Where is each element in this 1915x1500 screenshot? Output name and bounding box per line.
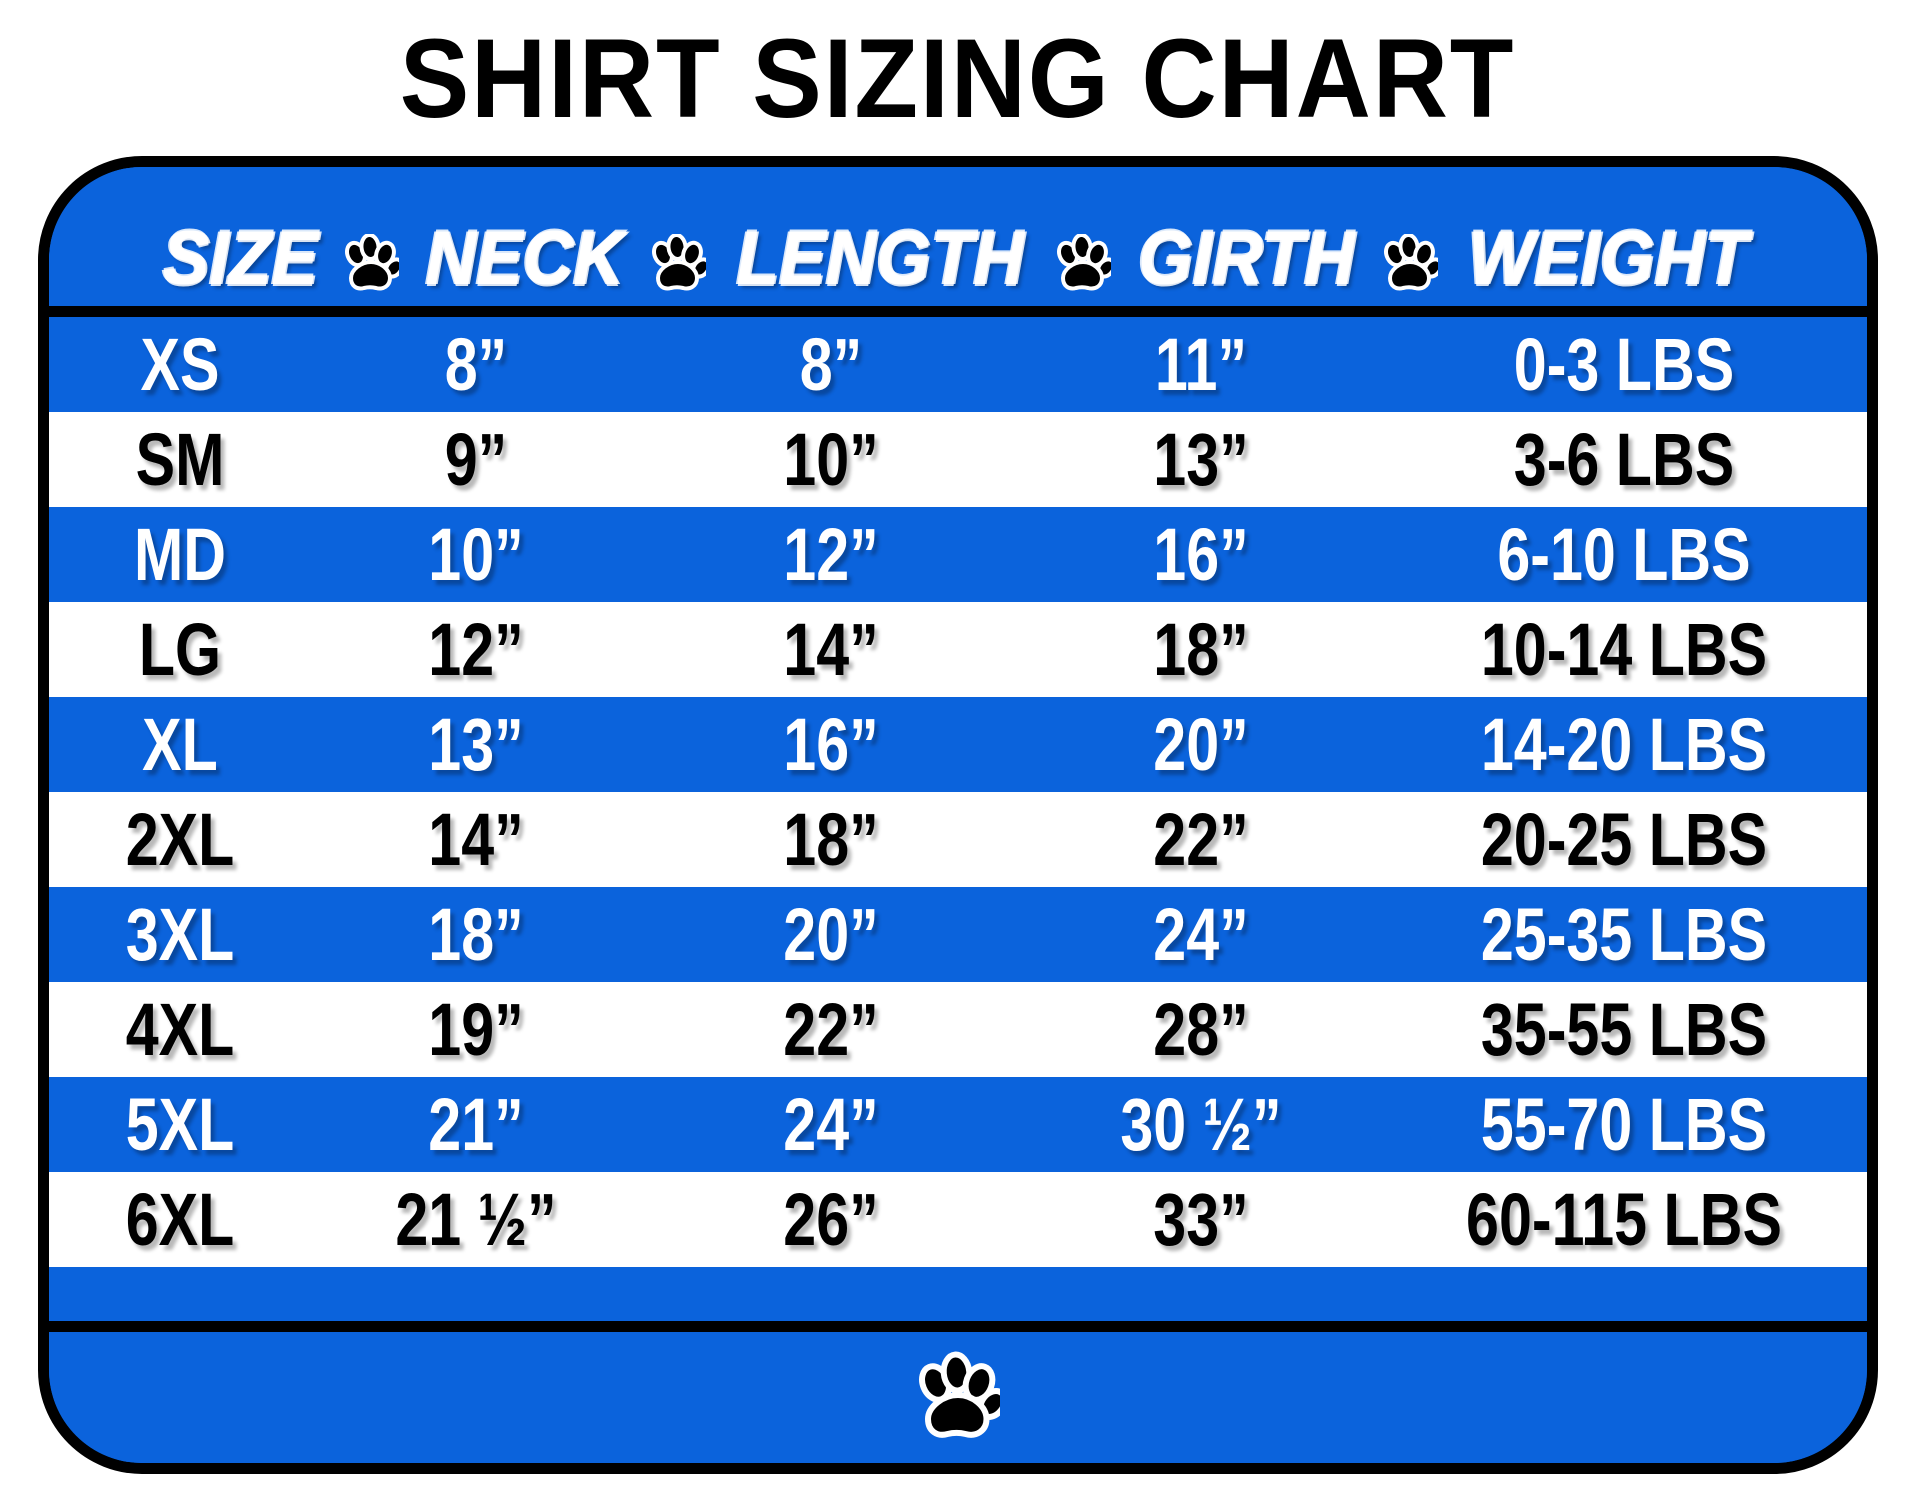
page-title: SHIRT SIZING CHART [399,16,1516,141]
cell-girth: 24” [1153,892,1249,976]
cell-length: 16” [783,702,879,786]
column-header-girth: GIRTH [1138,216,1355,301]
table-row: 6XL 21 ½” 26” 33” 60-115 LBS [49,1172,1867,1267]
table-row: 5XL 21” 24” 30 ½” 55-70 LBS [49,1077,1867,1172]
table-row: 2XL 14” 18” 22” 20-25 LBS [49,792,1867,887]
cell-size: 4XL [125,987,235,1071]
cell-length: 8” [799,322,863,406]
cell-weight: 0-3 LBS [1513,322,1735,406]
cell-weight: 3-6 LBS [1513,417,1735,501]
table-row: XL 13” 16” 20” 14-20 LBS [49,697,1867,792]
cell-size: XL [142,702,218,786]
cell-weight: 6-10 LBS [1497,512,1751,596]
cell-weight: 20-25 LBS [1480,797,1768,881]
cell-length: 22” [783,987,879,1071]
column-header-size: SIZE [162,216,319,301]
cell-girth: 30 ½” [1120,1082,1282,1166]
cell-weight: 14-20 LBS [1480,702,1768,786]
table-row: SM 9” 10” 13” 3-6 LBS [49,412,1867,507]
cell-neck: 13” [428,702,524,786]
table-row: LG 12” 14” 18” 10-14 LBS [49,602,1867,697]
paw-print-icon [1056,234,1111,291]
cell-girth: 13” [1153,417,1249,501]
column-header-weight: WEIGHT [1468,216,1748,301]
cell-neck: 8” [444,322,508,406]
table-row: 3XL 18” 20” 24” 25-35 LBS [49,887,1867,982]
cell-length: 26” [783,1177,879,1261]
column-header-length: LENGTH [736,216,1025,301]
cell-length: 20” [783,892,879,976]
cell-size: 2XL [125,797,235,881]
table-header-row: SIZE NECK LENGTH [49,167,1867,317]
cell-size: LG [138,607,222,691]
cell-size: 5XL [125,1082,235,1166]
cell-weight: 25-35 LBS [1480,892,1768,976]
table-row: MD 10” 12” 16” 6-10 LBS [49,507,1867,602]
cell-length: 24” [783,1082,879,1166]
cell-length: 12” [783,512,879,596]
sizing-chart-table: SIZE NECK LENGTH [38,156,1878,1474]
cell-size: 3XL [125,892,235,976]
cell-length: 18” [783,797,879,881]
cell-length: 14” [783,607,879,691]
cell-girth: 11” [1154,322,1248,406]
table-row: XS 8” 8” 11” 0-3 LBS [49,317,1867,412]
cell-weight: 35-55 LBS [1480,987,1768,1071]
cell-neck: 21 ½” [395,1177,557,1261]
cell-weight: 10-14 LBS [1480,607,1768,691]
cell-weight: 55-70 LBS [1480,1082,1768,1166]
paw-print-icon [345,234,400,291]
cell-girth: 16” [1153,512,1249,596]
paw-print-icon [652,234,707,291]
cell-neck: 19” [428,987,524,1071]
cell-size: XS [140,322,220,406]
table-row: 4XL 19” 22” 28” 35-55 LBS [49,982,1867,1077]
table-body: XS 8” 8” 11” 0-3 LBS SM 9” 10” 13” 3-6 L… [49,317,1867,1267]
cell-neck: 9” [444,417,508,501]
cell-girth: 33” [1153,1177,1249,1261]
cell-girth: 18” [1153,607,1249,691]
cell-neck: 21” [428,1082,524,1166]
cell-size: MD [133,512,227,596]
cell-neck: 10” [428,512,524,596]
cell-girth: 28” [1153,987,1249,1071]
cell-neck: 14” [428,797,524,881]
cell-size: 6XL [125,1177,235,1261]
column-header-neck: NECK [425,216,624,301]
paw-print-icon [1383,234,1438,291]
cell-weight: 60-115 LBS [1466,1177,1782,1261]
cell-neck: 12” [428,607,524,691]
cell-length: 10” [783,417,879,501]
table-footer-band [49,1321,1867,1463]
cell-size: SM [135,417,225,501]
cell-girth: 22” [1153,797,1249,881]
paw-print-icon [919,1351,1000,1438]
cell-neck: 18” [428,892,524,976]
cell-girth: 20” [1153,702,1249,786]
